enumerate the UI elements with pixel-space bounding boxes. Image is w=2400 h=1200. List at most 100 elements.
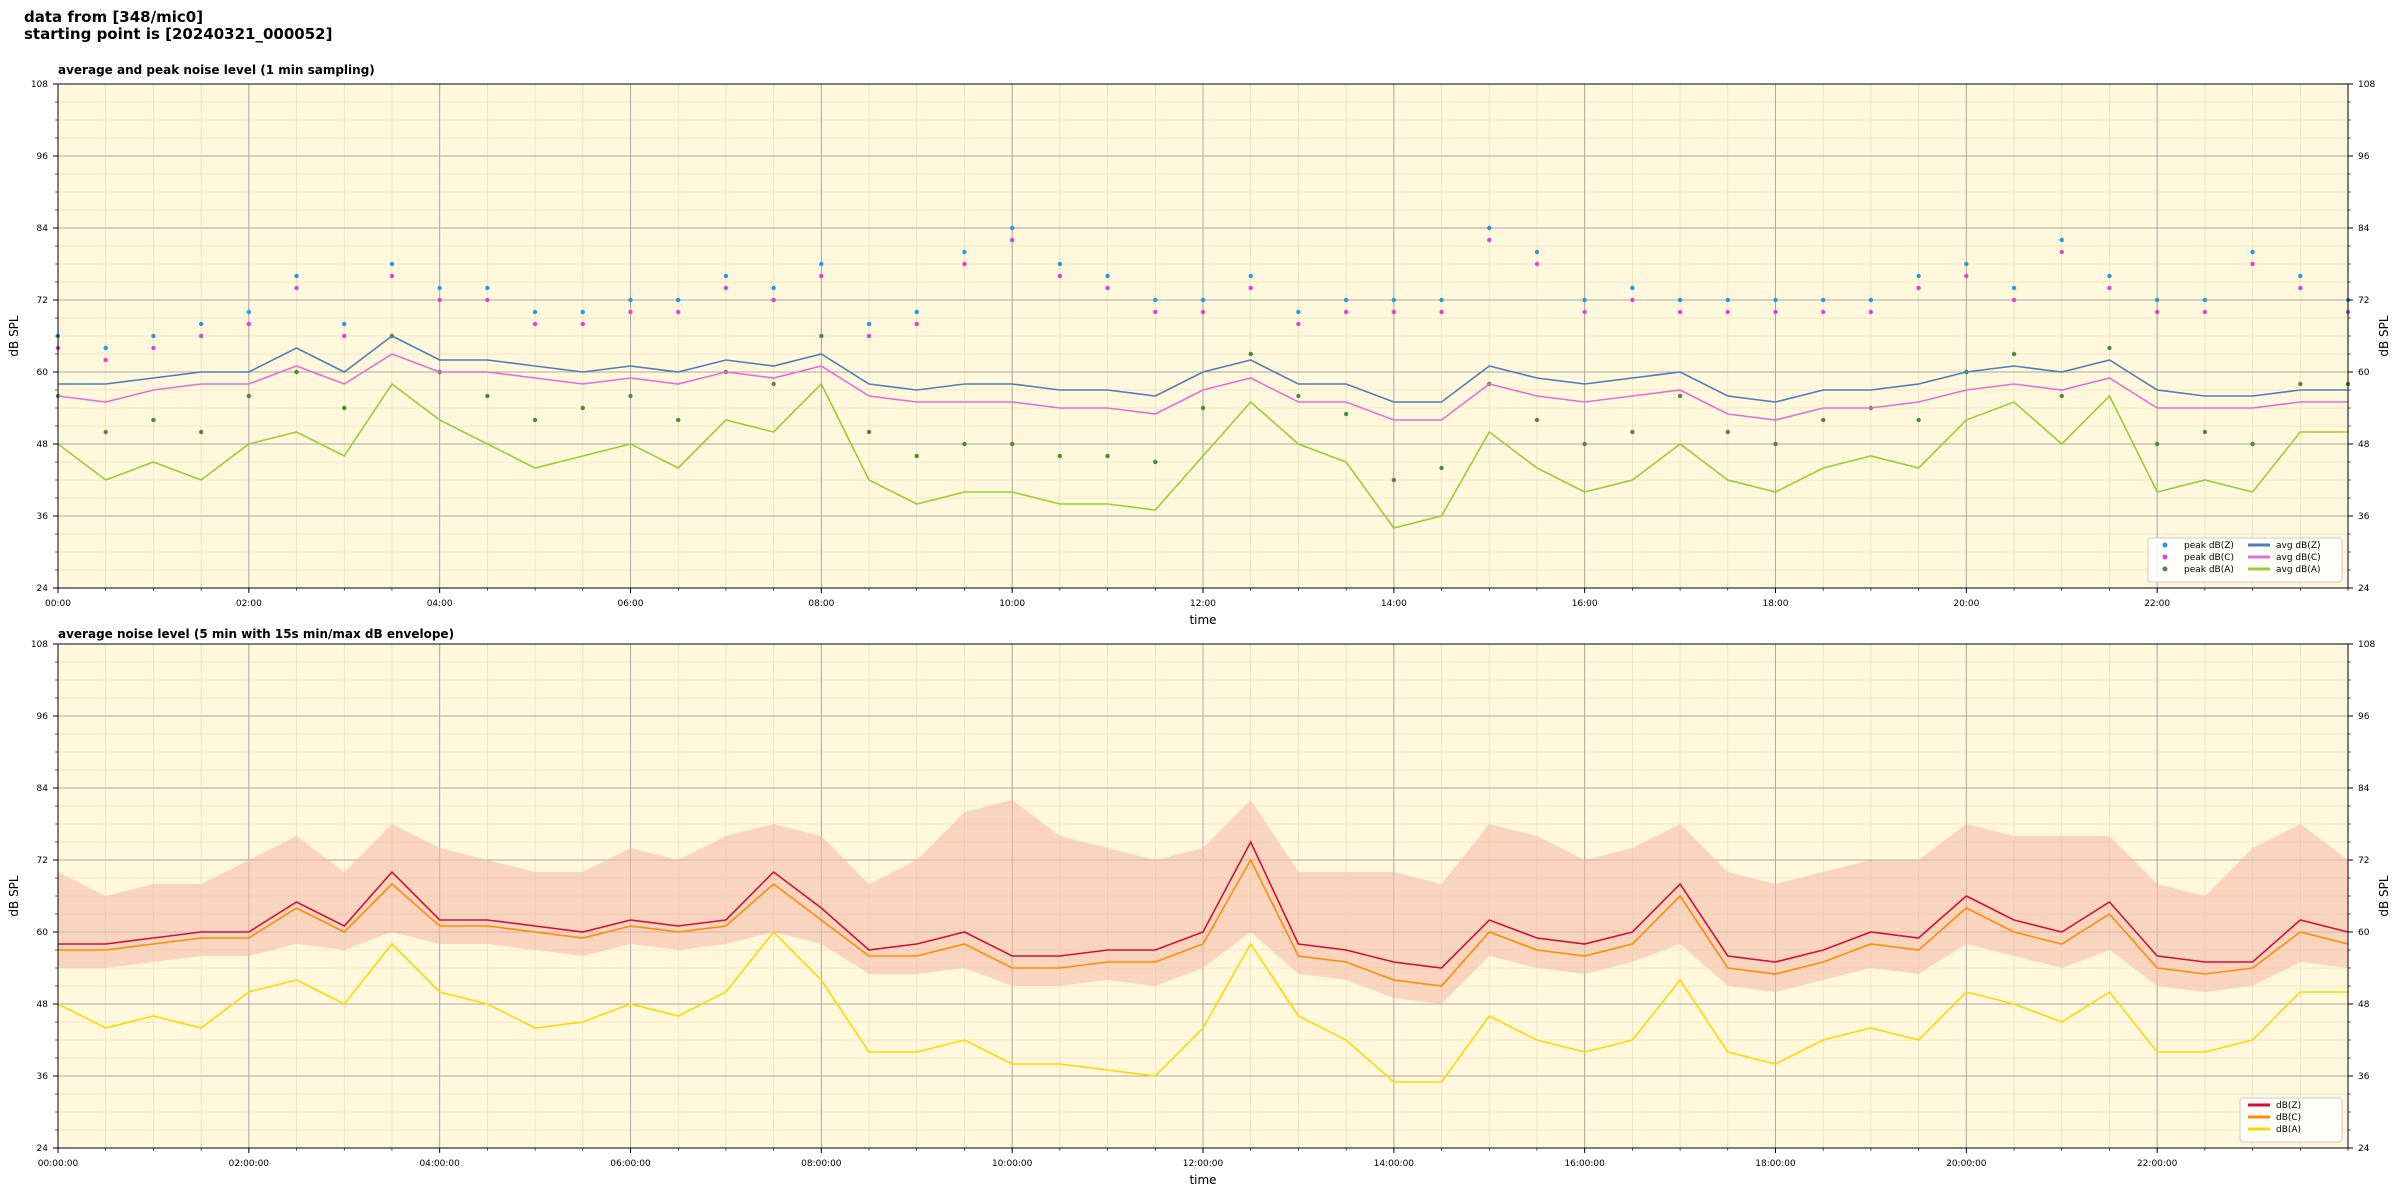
chart1-peak-db-z-point [1439, 297, 1444, 303]
chart1-peak-db-a-point [1105, 453, 1110, 459]
chart1-peak-db-c-point [628, 309, 633, 315]
chart1-peak-db-z-point [866, 321, 872, 327]
chart1-ytick-label-right: 24 [2358, 584, 2370, 594]
chart1-peak-db-c-point [485, 297, 490, 303]
chart1-peak-db-c-point [2298, 285, 2303, 291]
chart2-xtick-label: 04:00:00 [419, 1159, 460, 1169]
chart1-legend-marker-peak-db-a [2162, 566, 2168, 572]
chart1-peak-db-z-point [294, 273, 299, 279]
chart1-peak-db-a-point [1630, 429, 1635, 435]
chart1-peak-db-a-point [1009, 441, 1015, 447]
chart1-peak-db-z-point [151, 333, 156, 339]
chart1-peak-db-z-point [1677, 297, 1683, 303]
chart2-legend-label-db-c: dB(C) [2276, 1113, 2301, 1123]
chart1-legend-label-peak-db-a: peak dB(A) [2184, 565, 2234, 575]
chart2-xtick-label: 20:00:00 [1946, 1159, 1987, 1169]
chart2-xtick-label: 12:00:00 [1183, 1159, 1224, 1169]
chart1-peak-db-a-point [914, 453, 919, 459]
chart1-peak-db-z-point [2154, 297, 2160, 303]
chart1-peak-db-z-point [2298, 273, 2303, 279]
chart1-peak-db-a-point [580, 405, 585, 411]
chart2-legend-label-db-a: dB(A) [2276, 1125, 2301, 1135]
chart1-peak-db-c-point [1296, 321, 1301, 327]
chart1-peak-db-a-point [1248, 351, 1253, 357]
chart2-ytick-label: 24 [37, 1144, 49, 1154]
chart2-xtick-label: 00:00:00 [38, 1159, 79, 1169]
chart1-peak-db-a-point [1821, 417, 1826, 423]
chart1-ytick-label-right: 36 [2358, 512, 2370, 522]
chart1-xtick-label: 12:00 [1190, 599, 1216, 609]
chart1-peak-db-c-point [962, 261, 967, 267]
chart1-peak-db-c-point [2202, 309, 2208, 315]
chart1-peak-db-a-point [1391, 477, 1397, 483]
chart1-xtick-label: 04:00 [427, 599, 453, 609]
chart1-peak-db-c-point [1057, 273, 1063, 279]
chart1-peak-db-a-point [1200, 405, 1206, 411]
chart1-peak-db-z-point [485, 285, 490, 291]
chart1-peak-db-a-point [103, 429, 108, 435]
chart1-peak-db-a-point [2154, 441, 2160, 447]
chart1-legend-label-avg-db-c: avg dB(C) [2276, 553, 2321, 563]
chart2-xtick-label: 10:00:00 [992, 1159, 1033, 1169]
chart2-ytick-label-right: 72 [2358, 856, 2369, 866]
chart1-peak-db-c-point [1200, 309, 1206, 315]
chart1-peak-db-z-point [771, 285, 776, 291]
chart1-peak-db-a-point [1773, 441, 1778, 447]
chart1-peak-db-c-point [198, 333, 204, 339]
chart1-peak-db-z-point [962, 249, 967, 255]
chart2-ytick-label: 96 [37, 712, 49, 722]
chart2-ylabel: dB SPL [7, 875, 21, 917]
chart1-peak-db-a-point [532, 417, 538, 423]
chart1-peak-db-z-point [1153, 297, 1158, 303]
chart1-peak-db-c-point [151, 345, 156, 351]
chart1-legend-label-peak-db-c: peak dB(C) [2184, 553, 2234, 563]
chart1-peak-db-c-point [1439, 309, 1444, 315]
chart1-peak-db-c-point [1964, 273, 1969, 279]
chart1-xtick-label: 18:00 [1763, 599, 1789, 609]
chart1-peak-db-z-point [1296, 309, 1301, 315]
chart1-peak-db-c-point [723, 285, 729, 291]
chart1-peak-db-c-point [437, 297, 442, 303]
chart1-peak-db-z-point [628, 297, 633, 303]
chart1-peak-db-a-point [962, 441, 967, 447]
chart1-legend-marker-peak-db-z [2162, 542, 2168, 548]
chart2-title: average noise level (5 min with 15s min/… [58, 627, 455, 641]
chart1-peak-db-z-point [2250, 249, 2255, 255]
chart1-peak-db-c-point [1534, 261, 1540, 267]
chart1-peak-db-a-point [485, 393, 490, 399]
chart1-ylabel: dB SPL [7, 315, 21, 357]
chart1-peak-db-z-point [1009, 225, 1015, 231]
chart1-peak-db-a-point [1916, 417, 1921, 423]
chart1-ytick-label-right: 96 [2358, 152, 2370, 162]
chart2-plot: 24 24 36 36 48 48 60 60 72 72 84 84 96 96 108 108 00:00:… [7, 640, 2391, 1187]
chart1-peak-db-c-point [1916, 285, 1921, 291]
chart1-peak-db-c-point [1725, 309, 1730, 315]
chart1-peak-db-a-point [246, 393, 252, 399]
chart1-ytick-label: 24 [37, 584, 49, 594]
chart1-ytick-label: 36 [37, 512, 49, 522]
chart2-xtick-label: 08:00:00 [801, 1159, 842, 1169]
chart1-peak-db-c-point [1487, 237, 1492, 243]
chart1-avg-db-a-line [57, 382, 2348, 529]
chart1-peak-db-c-point [866, 333, 872, 339]
chart1-peak-db-c-point [1153, 309, 1158, 315]
chart1-peak-db-a-point [2202, 429, 2208, 435]
chart1-peak-db-c-point [342, 333, 347, 339]
chart1-peak-db-c-point [676, 309, 681, 315]
chart1-xlabel: time [1189, 613, 1216, 627]
chart1-avg-db-z-line [58, 335, 2348, 403]
chart1-legend [2147, 537, 2343, 583]
chart1-xtick-label: 00:00 [45, 599, 71, 609]
chart1-peak-db-a-point [1439, 465, 1444, 471]
chart1-peak-db-z-point [198, 321, 204, 327]
chart2-xtick-label: 06:00:00 [610, 1159, 651, 1169]
chart1-xtick-label: 08:00 [808, 599, 834, 609]
chart1-peak-db-z-point [1916, 273, 1921, 279]
chart1-peak-db-c-point [103, 357, 108, 363]
chart2-ytick-label-right: 84 [2358, 784, 2370, 794]
starting-point-label: starting point is [20240321_000052] [24, 25, 333, 43]
chart1-peak-db-z-point [580, 309, 585, 315]
chart1-peak-db-z-point [2059, 237, 2064, 243]
chart1-peak-db-a-point [1677, 393, 1683, 399]
chart2-ytick-label-right: 36 [2358, 1072, 2370, 1082]
